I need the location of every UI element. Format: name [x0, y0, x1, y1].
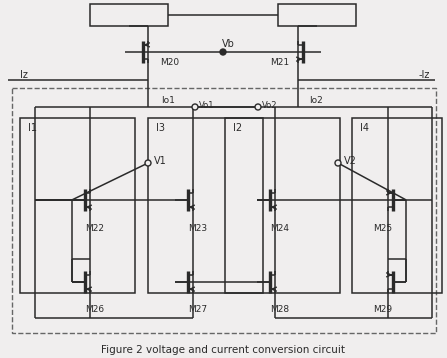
Bar — [352, 118, 442, 293]
Bar — [20, 118, 135, 293]
Text: I3: I3 — [156, 123, 165, 133]
Text: Vo2: Vo2 — [262, 101, 278, 110]
Bar — [90, 4, 168, 26]
Circle shape — [192, 104, 198, 110]
Text: M21: M21 — [270, 58, 290, 67]
Circle shape — [220, 49, 226, 55]
Text: M29: M29 — [373, 305, 392, 314]
Text: M24: M24 — [270, 223, 290, 232]
Text: -Iz: -Iz — [419, 70, 430, 80]
Circle shape — [255, 104, 261, 110]
Text: M23: M23 — [189, 223, 207, 232]
Text: Io2: Io2 — [309, 96, 323, 105]
Text: V1: V1 — [154, 156, 166, 166]
Bar — [278, 4, 356, 26]
Text: M20: M20 — [160, 58, 180, 67]
Text: Vb: Vb — [222, 39, 234, 49]
Circle shape — [335, 160, 341, 166]
Text: M26: M26 — [85, 305, 105, 314]
Text: M22: M22 — [85, 223, 105, 232]
Text: V2: V2 — [344, 156, 356, 166]
Text: M27: M27 — [189, 305, 207, 314]
Text: Io1: Io1 — [161, 96, 175, 105]
Text: I1: I1 — [28, 123, 37, 133]
Text: M25: M25 — [373, 223, 392, 232]
Circle shape — [145, 160, 151, 166]
Bar — [148, 118, 263, 293]
Text: Vo1: Vo1 — [199, 101, 215, 110]
Bar — [225, 118, 340, 293]
Text: Iz: Iz — [20, 70, 28, 80]
Text: M28: M28 — [270, 305, 290, 314]
Text: I2: I2 — [233, 123, 242, 133]
Text: I4: I4 — [360, 123, 369, 133]
Text: Figure 2 voltage and current conversion circuit: Figure 2 voltage and current conversion … — [101, 345, 345, 355]
Bar — [12, 88, 436, 333]
